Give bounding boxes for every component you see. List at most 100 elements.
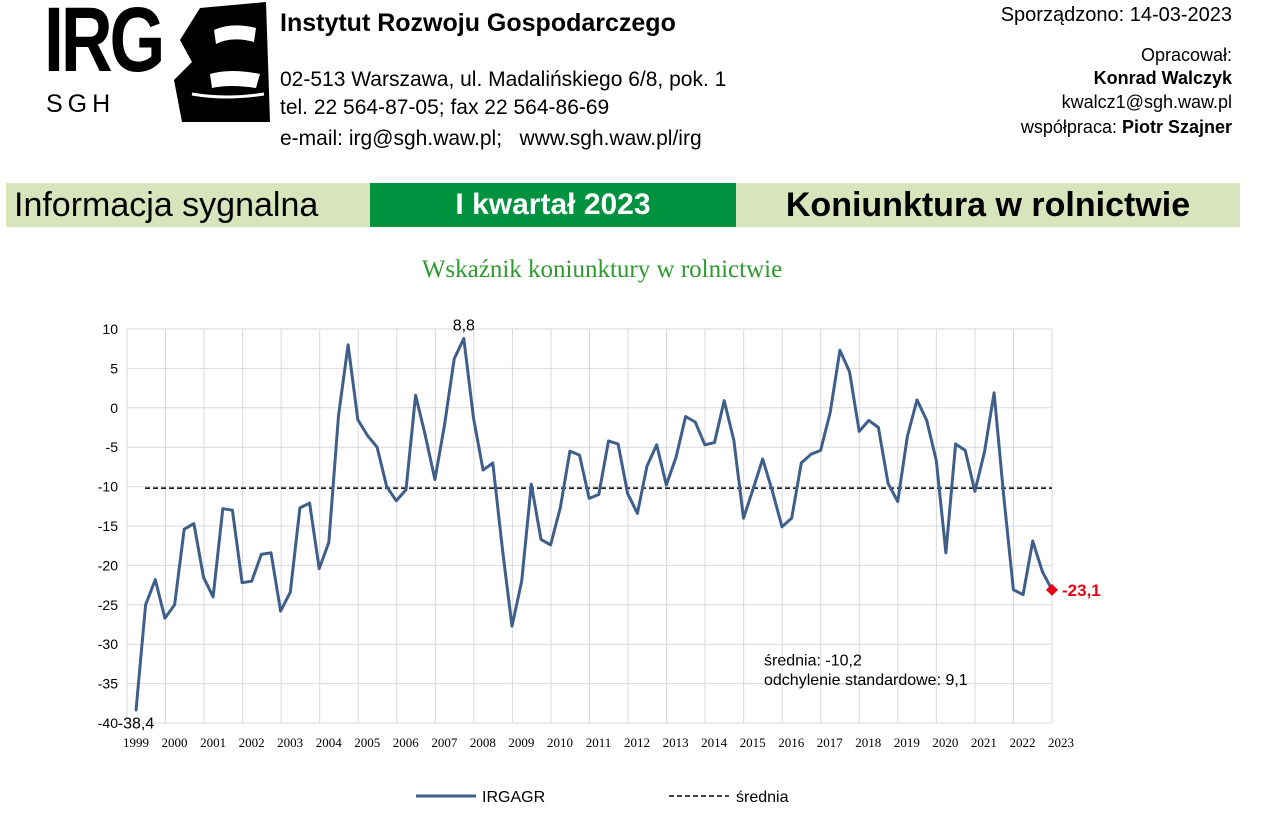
banner-quarter: I kwartał 2023 <box>370 183 736 227</box>
data-point <box>269 551 273 554</box>
x-tick-label: 2004 <box>316 735 343 750</box>
x-tick-label: 2015 <box>740 735 766 750</box>
x-tick-label: 2001 <box>200 735 226 750</box>
data-point <box>655 443 658 447</box>
data-point <box>636 512 639 515</box>
data-point <box>424 434 427 437</box>
data-point <box>366 434 369 437</box>
x-tick-label: 2020 <box>932 735 958 750</box>
logo-sgh: SGH <box>46 90 116 118</box>
data-point <box>1012 588 1015 592</box>
x-tick-label: 2017 <box>817 735 844 750</box>
data-point <box>452 357 456 361</box>
legend-label-irgagr: IRGAGR <box>482 789 545 806</box>
data-point <box>694 420 697 424</box>
data-point <box>992 391 996 395</box>
data-point <box>173 603 176 606</box>
x-tick-label: 2007 <box>431 735 458 750</box>
banner-left: Informacja sygnalna <box>14 186 319 224</box>
stats-std: odchylenie standardowe: 9,1 <box>764 672 968 689</box>
data-point <box>385 485 388 488</box>
coop-label: współpraca: <box>1020 117 1117 137</box>
data-point <box>674 456 678 459</box>
x-tick-label: 2011 <box>586 735 612 750</box>
chart-title: Wskaźnik koniunktury w rolnictwie <box>421 256 783 283</box>
data-point <box>395 499 398 502</box>
data-point <box>298 506 302 510</box>
data-point <box>867 419 870 422</box>
x-tick-label: 2000 <box>162 735 188 750</box>
data-point <box>944 551 948 554</box>
data-point <box>964 449 967 452</box>
data-point <box>616 442 620 446</box>
annotation-last: -23,1 <box>1062 581 1101 600</box>
data-point <box>462 337 466 340</box>
stats-mean: średnia: -10,2 <box>764 652 862 669</box>
data-point <box>549 543 552 547</box>
data-point <box>443 423 446 427</box>
data-point <box>742 516 745 520</box>
institute-contact: e-mail: irg@sgh.waw.pl; www.sgh.waw.pl/i… <box>280 127 702 150</box>
data-point <box>973 490 977 493</box>
author-label: Opracował: <box>1140 45 1232 65</box>
data-point <box>713 441 716 444</box>
data-point <box>404 488 408 491</box>
x-axis: 1999 2000 2001 2002 2003 2004 2005 2006 2007 2008… <box>123 735 1074 750</box>
data-point <box>906 434 909 438</box>
grid <box>126 328 1053 724</box>
data-point <box>308 501 311 505</box>
y-tick-label: 0 <box>110 400 118 416</box>
last-value-marker <box>1046 583 1058 596</box>
data-point <box>327 541 331 544</box>
data-point <box>819 449 822 452</box>
x-tick-label: 2008 <box>470 735 496 750</box>
data-point <box>877 426 880 429</box>
data-point <box>144 603 147 606</box>
data-point <box>559 506 562 510</box>
institute-name: Instytut Rozwoju Gospodarczego <box>280 9 676 37</box>
data-point <box>886 482 890 485</box>
data-point <box>732 438 736 442</box>
data-point <box>183 527 186 531</box>
y-axis: 10 5 0 -5 -10 -15 -20 -25 -30 -35 -40 <box>98 321 118 731</box>
x-tick-label: 2013 <box>663 735 689 750</box>
data-point <box>665 483 668 487</box>
data-point <box>645 464 649 468</box>
x-tick-label: 2005 <box>354 735 380 750</box>
series-points <box>134 337 1054 712</box>
x-tick-label: 2012 <box>624 735 650 750</box>
author-email: kwalcz1@sgh.waw.pl <box>1061 92 1232 112</box>
x-tick-label: 2019 <box>894 735 920 750</box>
x-tick-label: 1999 <box>123 735 149 750</box>
x-tick-label: 2023 <box>1048 735 1074 750</box>
x-tick-label: 2021 <box>971 735 997 750</box>
data-point <box>211 595 215 599</box>
x-tick-label: 2022 <box>1009 735 1035 750</box>
y-tick-label: -10 <box>98 479 118 495</box>
data-point <box>1031 539 1034 543</box>
data-point <box>433 478 437 481</box>
data-point <box>809 453 813 456</box>
data-point <box>163 616 167 620</box>
data-point <box>481 468 485 472</box>
data-point <box>337 414 340 417</box>
data-point <box>829 411 832 414</box>
data-point <box>935 459 938 462</box>
data-point <box>568 449 572 453</box>
x-tick-label: 2010 <box>547 735 573 750</box>
y-tick-label: -30 <box>98 636 118 652</box>
ship-logo-icon <box>174 2 270 122</box>
legend-label-mean: średnia <box>736 789 789 806</box>
data-point <box>626 492 629 495</box>
legend: IRGAGR średnia <box>416 789 789 806</box>
data-point <box>1002 495 1005 499</box>
data-point <box>539 538 543 541</box>
data-point <box>597 493 601 496</box>
y-tick-label: -20 <box>98 557 118 573</box>
data-point <box>279 609 282 613</box>
data-point <box>491 461 494 465</box>
y-tick-label: -35 <box>98 676 118 692</box>
data-point <box>771 490 774 493</box>
data-point <box>578 453 581 457</box>
